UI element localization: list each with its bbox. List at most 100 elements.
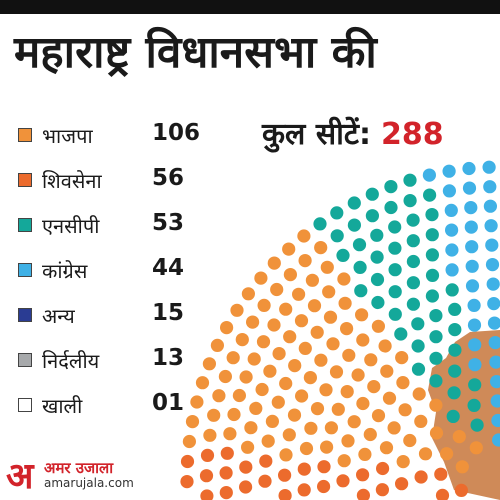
seat-dot (467, 318, 482, 332)
legend-label: भाजपा (42, 124, 93, 148)
seat-dot (329, 365, 344, 379)
legend-item-shivsena: शिवसेना 56 (18, 165, 218, 193)
seat-dot (396, 455, 410, 469)
seat-dot (388, 220, 402, 234)
seat-dot (258, 474, 272, 488)
seat-dot (320, 260, 334, 274)
seat-dot (398, 403, 412, 417)
seat-dot (363, 427, 377, 442)
seat-dot (314, 241, 328, 255)
seat-dot (486, 277, 500, 291)
seat-dot (220, 446, 234, 460)
legend-swatch (18, 263, 32, 277)
seat-dot (470, 418, 484, 432)
seat-dot (423, 188, 437, 202)
logo-url: amarujala.com (44, 476, 134, 490)
seat-dot (425, 228, 439, 242)
seat-dot (395, 477, 409, 491)
seat-dot (331, 402, 345, 416)
seat-dot (324, 421, 338, 435)
legend-value: 106 (152, 120, 201, 146)
seat-dot (239, 460, 253, 474)
seat-dot (235, 333, 249, 347)
seat-dot (307, 299, 322, 313)
seat-dot (255, 382, 269, 397)
legend-label: निर्दलीय (42, 349, 100, 373)
seat-dot (490, 394, 500, 408)
legend-item-ncp: एनसीपी 53 (18, 210, 218, 238)
seat-dot (365, 209, 379, 223)
legend-item-congress: कांग्रेस 44 (18, 255, 218, 283)
seat-dot (263, 364, 277, 378)
seat-dot (444, 203, 458, 217)
legend-swatch (18, 218, 32, 232)
seat-dot (356, 333, 370, 347)
seat-dot (202, 357, 216, 371)
seat-dot (411, 339, 425, 353)
seat-dot (396, 376, 410, 390)
seat-dot (212, 389, 226, 403)
seat-dot (310, 402, 325, 416)
seat-dot (207, 408, 221, 422)
seat-dot (279, 302, 293, 316)
seat-dot (429, 374, 443, 388)
seat-dot (412, 387, 426, 401)
seat-dot (445, 243, 459, 257)
seat-dot (411, 362, 426, 376)
legend-value: 56 (152, 165, 185, 191)
seat-dot (270, 282, 284, 297)
seat-dot (388, 263, 402, 277)
seat-dot (403, 433, 417, 448)
seat-dot (425, 208, 439, 222)
seat-dot (261, 434, 275, 448)
seat-dot (488, 336, 500, 350)
seat-dot (422, 168, 436, 182)
seat-dot (483, 180, 497, 194)
seat-dot (489, 355, 500, 369)
seat-dot (297, 462, 311, 476)
logo-mark: अ (6, 456, 34, 497)
legend-label: खाली (42, 394, 83, 418)
seat-dot (464, 220, 478, 234)
seat-dot (462, 161, 476, 176)
seat-dot (406, 276, 420, 290)
seat-dot (319, 383, 333, 397)
legend-swatch (18, 128, 32, 142)
seat-dot (295, 389, 309, 403)
seat-dot (195, 376, 210, 390)
seat-dot (347, 415, 361, 429)
seat-dot (469, 441, 483, 455)
legend-value: 44 (152, 255, 185, 281)
seat-dot (429, 309, 443, 323)
legend-swatch (18, 173, 32, 187)
seat-dot (429, 398, 443, 412)
seat-dot (371, 319, 385, 333)
seat-dot (448, 323, 462, 337)
seat-dot (180, 475, 194, 489)
seat-dot (292, 287, 306, 301)
seat-dot (185, 415, 200, 429)
seat-dot (380, 364, 394, 378)
seat-dot (220, 321, 234, 335)
seat-dot (367, 380, 381, 394)
seat-dot (182, 434, 196, 449)
seats-layer (180, 160, 500, 500)
seat-dot (230, 303, 244, 317)
legend-item-vacant: खाली 01 (18, 390, 218, 418)
seat-dot (364, 353, 378, 367)
seat-dot (411, 317, 425, 331)
seat-dot (304, 421, 318, 435)
seat-dot (445, 283, 459, 297)
seat-dot (347, 196, 361, 210)
seat-dot (297, 229, 311, 243)
seat-dot (467, 298, 481, 312)
page-title: महाराष्ट्र विधानसभा की (14, 27, 377, 78)
seat-dot (448, 343, 462, 357)
seat-dot (429, 351, 443, 365)
seat-dot (330, 206, 344, 220)
seat-dot (462, 181, 477, 195)
seat-dot (442, 164, 456, 178)
seat-dot (241, 287, 255, 301)
seat-dot (272, 347, 286, 361)
